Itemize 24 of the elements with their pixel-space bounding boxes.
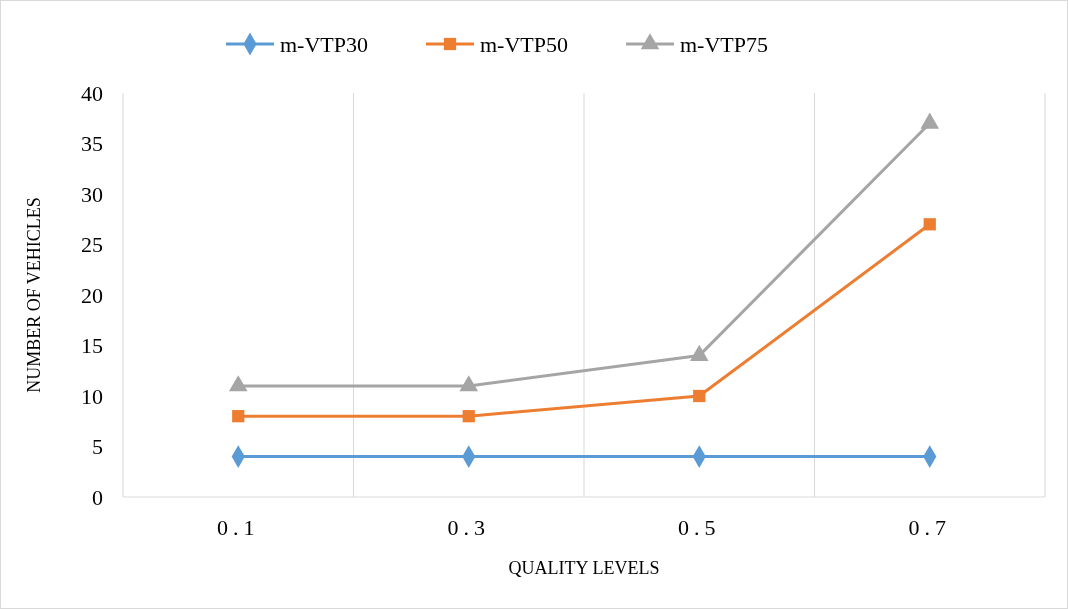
y-tick-label: 25	[81, 232, 103, 257]
y-tick-label: 40	[81, 80, 103, 106]
y-tick-label: 5	[92, 434, 103, 459]
point	[462, 410, 475, 423]
y-axis-title: NUMBER OF VEHICLES	[24, 197, 44, 393]
point	[459, 375, 479, 392]
x-tick-label: 0.1	[217, 515, 260, 540]
y-tick-label: 10	[81, 383, 103, 409]
point	[232, 410, 245, 423]
point	[228, 375, 248, 392]
y-tick-label: 20	[81, 282, 103, 308]
x-tick-label: 0.3	[447, 515, 490, 540]
y-tick-label: 15	[81, 333, 103, 358]
y-tick-label: 30	[81, 181, 103, 207]
legend-label: m-VTP50	[480, 31, 568, 57]
y-tick-label: 0	[92, 484, 103, 510]
point	[920, 112, 940, 129]
x-axis-title: QUALITY LEVELS	[508, 558, 660, 578]
y-tick-label: 35	[81, 131, 103, 156]
legend-label: m-VTP75	[680, 31, 768, 57]
x-tick-label: 0.7	[908, 515, 951, 540]
x-tick-label: 0.5	[678, 515, 721, 540]
point	[693, 389, 706, 403]
legend-label: m-VTP30	[280, 31, 368, 57]
